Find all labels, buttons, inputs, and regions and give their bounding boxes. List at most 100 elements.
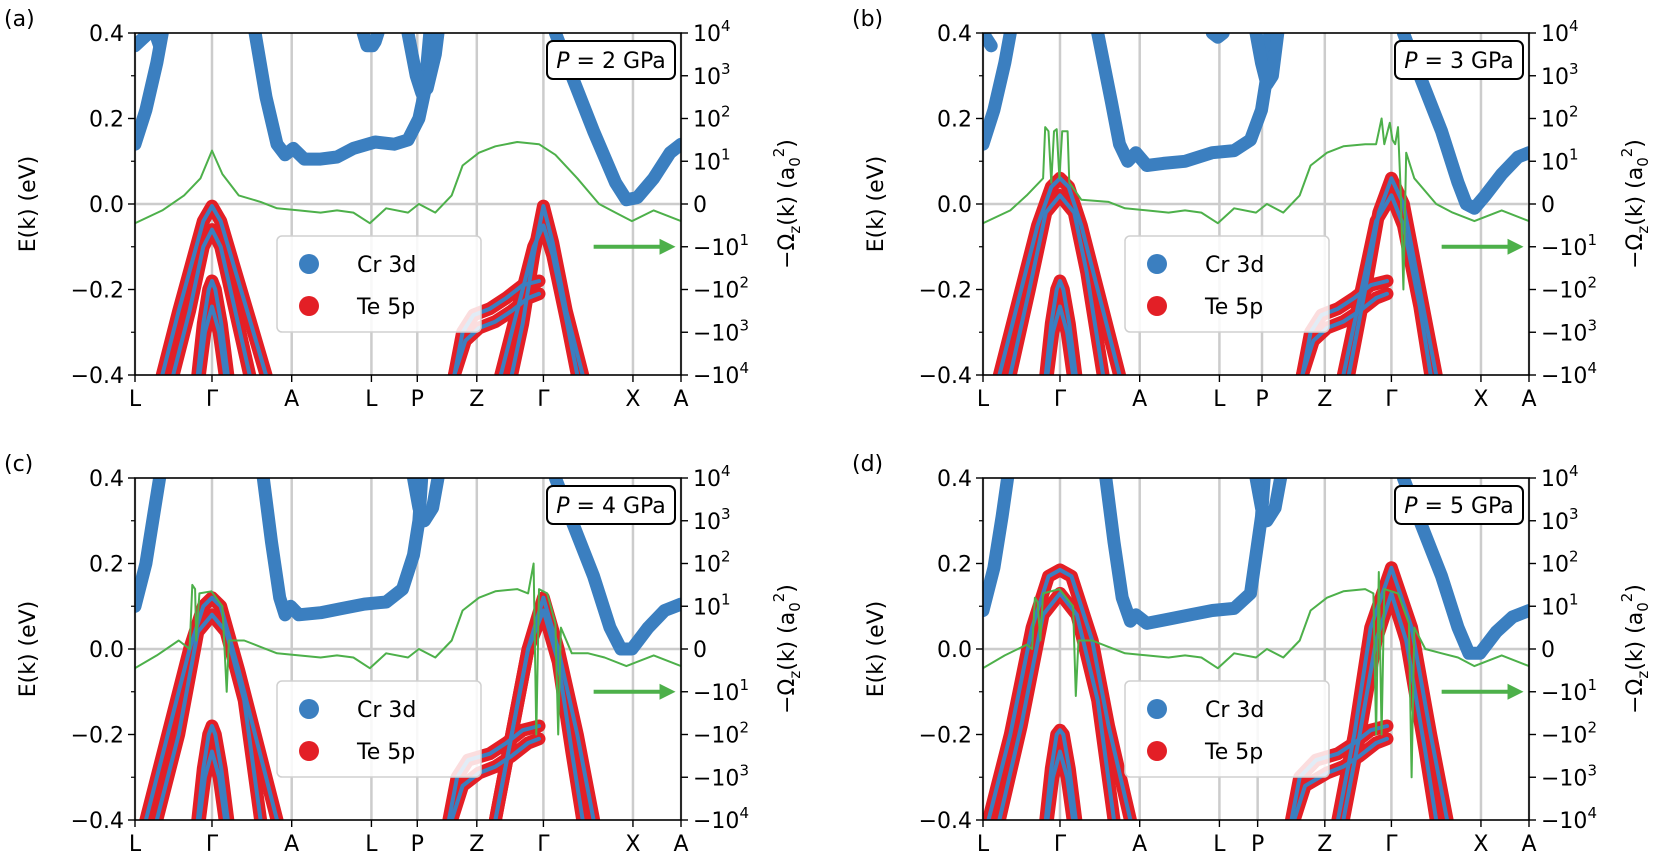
- cr-3d-band: [983, 33, 998, 53]
- right-y-tick-label: −104: [1541, 359, 1597, 389]
- right-y-tick-label: −102: [1541, 719, 1597, 749]
- arrow-head-icon: [1507, 683, 1524, 700]
- legend-box: [276, 235, 482, 333]
- te-band-core: [171, 227, 252, 375]
- cr-3d-band: [1091, 33, 1277, 172]
- k-point-label: P: [1255, 387, 1268, 412]
- legend-marker-te: [1147, 741, 1167, 761]
- panel-label: (d): [852, 452, 883, 477]
- k-point-label: Γ: [1385, 387, 1398, 412]
- k-point-label: A: [1521, 832, 1536, 857]
- right-y-tick-label: 101: [1541, 590, 1579, 620]
- y-tick-label: 0.4: [89, 22, 124, 47]
- right-y-tick-label: 0: [1541, 638, 1555, 663]
- berry-curvature-line: [135, 562, 681, 736]
- right-y-tick-label: 103: [1541, 60, 1579, 90]
- k-point-label: Γ: [1054, 387, 1067, 412]
- right-y-tick-label: −103: [693, 761, 749, 791]
- cr-3d-band: [1396, 478, 1529, 660]
- pressure-label: P = 3 GPa: [1404, 49, 1514, 74]
- y-tick-label: 0.0: [89, 638, 124, 663]
- te-band-core: [195, 279, 230, 375]
- cr-3d-band: [356, 33, 385, 53]
- right-y-tick-label: −101: [1541, 676, 1597, 706]
- te-band-core: [197, 304, 228, 375]
- te-band-core: [1045, 749, 1076, 820]
- y-tick-label: 0.2: [89, 108, 124, 133]
- right-y-tick-label: 101: [693, 590, 731, 620]
- k-point-label: L: [129, 387, 142, 412]
- te-band-core: [449, 736, 541, 820]
- legend-entry-cr: Cr 3d: [1205, 698, 1264, 723]
- legend-entry-cr: Cr 3d: [357, 253, 416, 278]
- y-tick-label: 0.0: [937, 638, 972, 663]
- right-y-tick-label: 103: [1541, 505, 1579, 535]
- legend-marker-te: [1147, 296, 1167, 316]
- y-tick-label: 0.0: [937, 193, 972, 218]
- right-y-axis-label: −Ωz(k) (a02): [770, 584, 804, 714]
- berry-curvature-line: [983, 117, 1529, 291]
- legend-marker-cr: [299, 254, 319, 274]
- y-axis-label: E(k) (eV): [16, 156, 41, 253]
- y-tick-label: 0.4: [937, 467, 972, 492]
- te-band-core: [1341, 193, 1433, 375]
- cr-3d-band: [148, 33, 167, 53]
- panel-label: (c): [4, 452, 33, 477]
- te-band-core: [154, 612, 263, 820]
- legend-marker-cr: [1147, 699, 1167, 719]
- cr-3d-band: [983, 33, 1017, 151]
- panel-a: (a) 0.4 0.2 0.0 −0.2 −0.4 104 103 102 101 0 −101 −10…: [4, 7, 804, 412]
- k-point-label: Z: [469, 832, 484, 857]
- y-tick-label: −0.4: [919, 364, 972, 389]
- right-y-axis-label: −Ωz(k) (a02): [1618, 139, 1652, 269]
- pressure-box: [546, 40, 676, 80]
- pressure-box: [546, 485, 676, 525]
- k-point-label: Γ: [206, 387, 219, 412]
- legend-entry-te: Te 5p: [1204, 295, 1263, 320]
- cr-3d-band: [135, 33, 156, 53]
- te-band-core: [1043, 728, 1078, 820]
- k-point-label: Z: [1317, 832, 1332, 857]
- cr-3d-band: [1099, 478, 1271, 630]
- k-point-label: A: [1521, 387, 1536, 412]
- y-tick-label: −0.2: [71, 279, 124, 304]
- te-band-core: [197, 749, 228, 820]
- right-y-tick-label: −101: [693, 231, 749, 261]
- te-band-core: [1008, 193, 1106, 375]
- te-band-core: [986, 567, 1133, 820]
- k-point-label: P: [411, 832, 424, 857]
- pressure-label: P = 2 GPa: [556, 49, 666, 74]
- panel-b: (b) 0.4 0.2 0.0 −0.2 −0.4 104 103 102 101 0 −101 −10…: [852, 7, 1652, 412]
- legend-entry-cr: Cr 3d: [357, 698, 416, 723]
- right-y-axis-label: −Ωz(k) (a02): [1618, 584, 1652, 714]
- k-point-label: A: [673, 387, 688, 412]
- right-y-tick-label: −102: [693, 274, 749, 304]
- cr-3d-band: [135, 478, 167, 613]
- te-band-core: [1045, 304, 1076, 375]
- arrow-head-icon: [1507, 238, 1524, 255]
- te-band-core: [1335, 565, 1450, 820]
- k-point-label: L: [129, 832, 142, 857]
- y-tick-label: 0.4: [89, 467, 124, 492]
- k-point-label: X: [625, 832, 640, 857]
- te-5p-band: [488, 604, 590, 820]
- k-point-label: L: [977, 387, 990, 412]
- right-y-tick-label: 104: [693, 462, 731, 492]
- te-band-core: [1300, 291, 1389, 375]
- k-point-label: L: [365, 832, 378, 857]
- legend-marker-cr: [1147, 254, 1167, 274]
- y-tick-label: −0.4: [71, 364, 124, 389]
- k-point-label: L: [365, 387, 378, 412]
- y-tick-label: 0.2: [937, 553, 972, 578]
- k-point-label: Γ: [537, 387, 550, 412]
- pressure-box: [1394, 485, 1524, 525]
- k-point-label: L: [1213, 832, 1226, 857]
- cr-3d-band: [407, 478, 445, 528]
- te-band-core: [1341, 591, 1439, 820]
- te-band-core: [498, 223, 580, 375]
- y-tick-label: −0.2: [919, 724, 972, 749]
- right-y-tick-label: 0: [1541, 193, 1555, 218]
- right-y-tick-label: 104: [1541, 462, 1579, 492]
- right-y-tick-label: −104: [693, 804, 749, 834]
- right-y-tick-label: 102: [1541, 548, 1579, 578]
